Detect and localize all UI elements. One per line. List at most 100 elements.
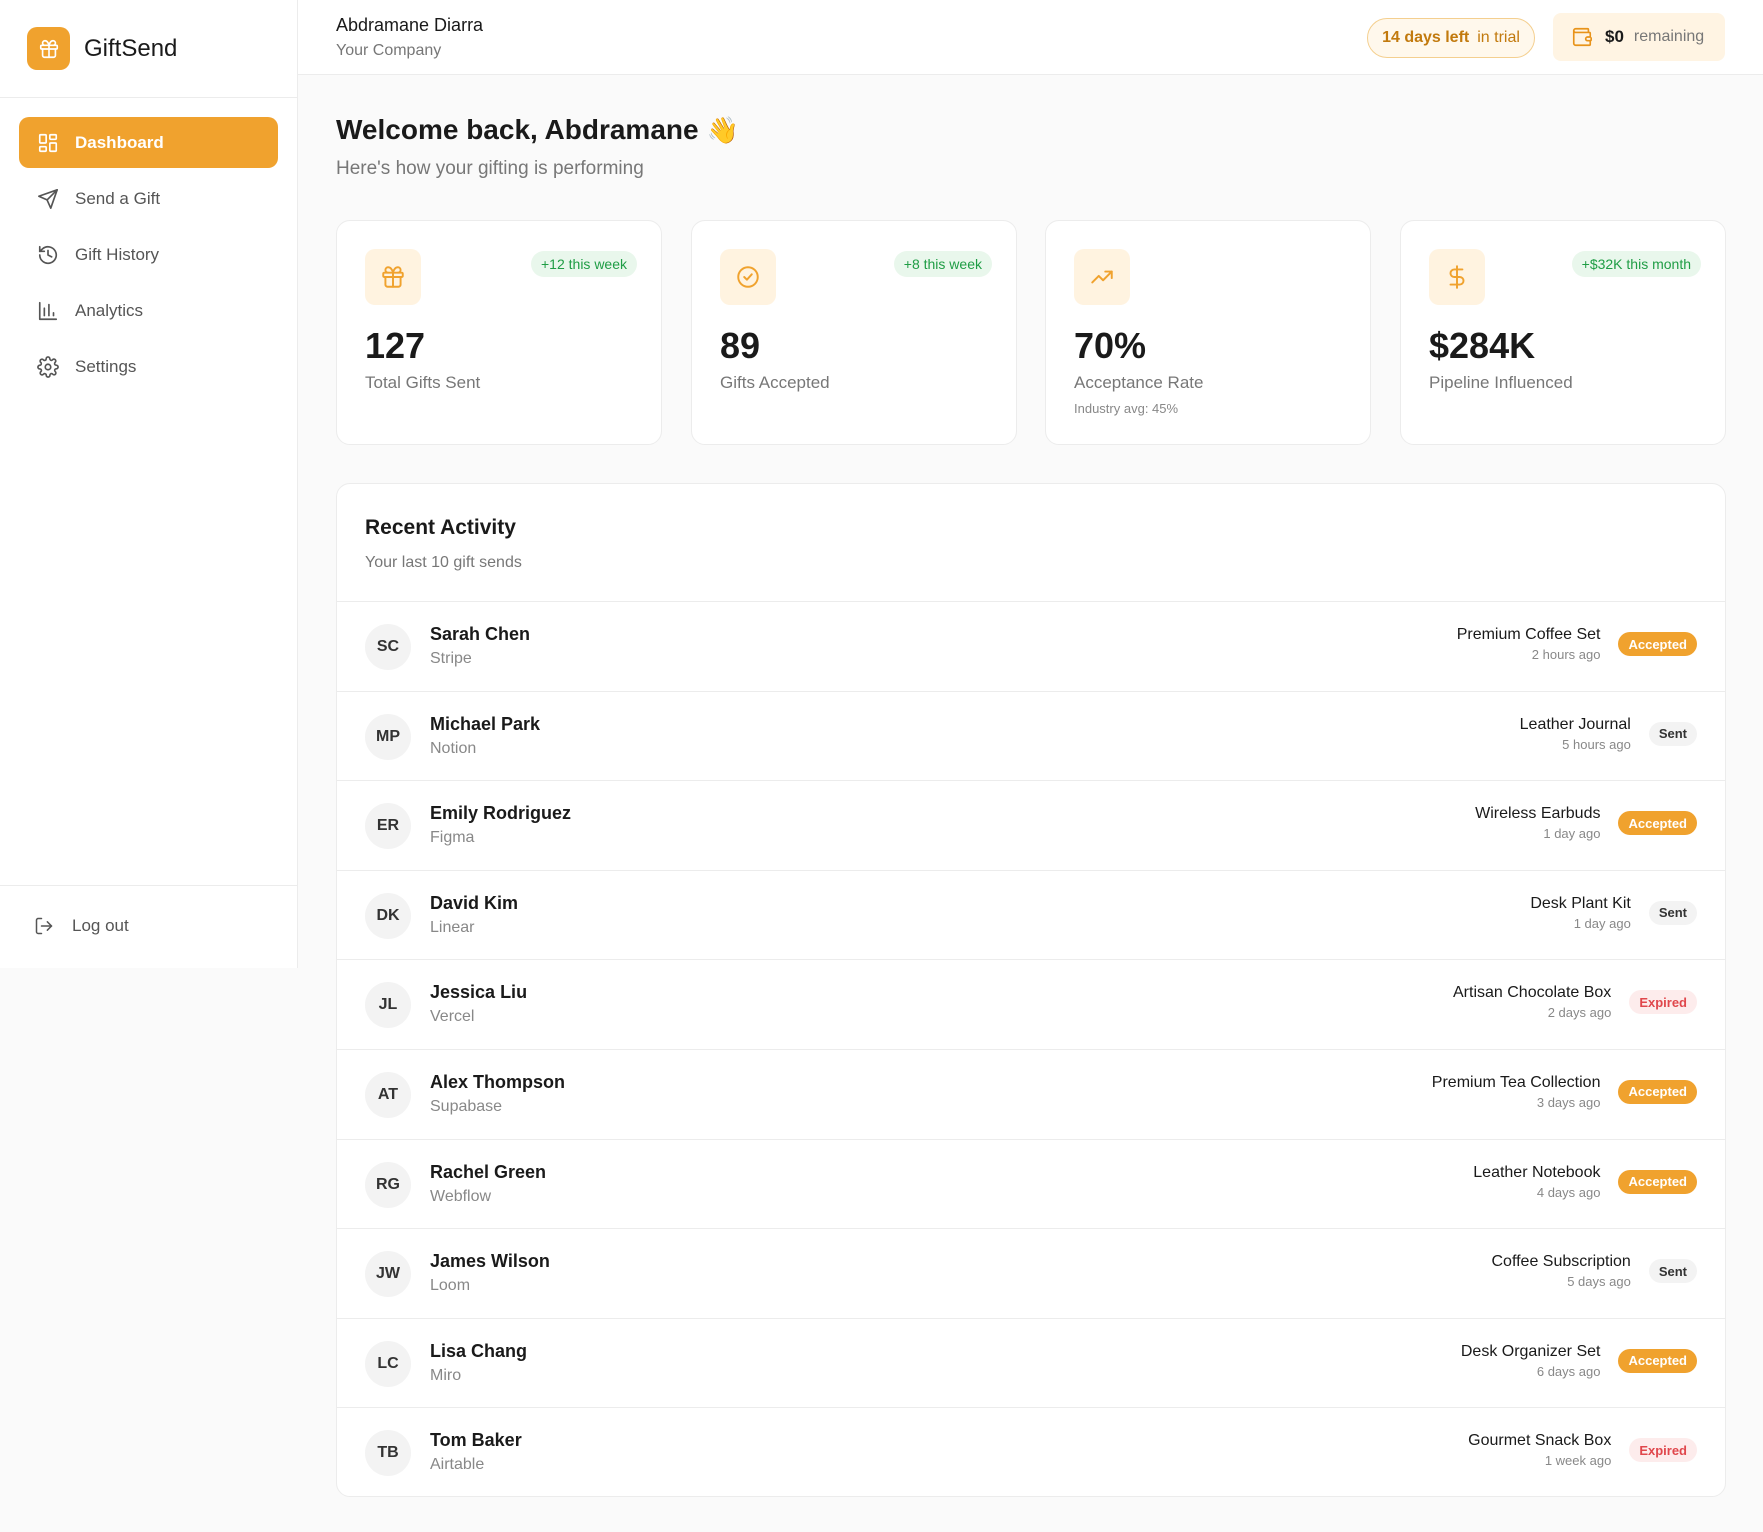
gift-text: Artisan Chocolate Box 2 days ago [1453,984,1611,1020]
contact-name: Michael Park [430,714,540,735]
logout-label: Log out [72,916,129,936]
trial-badge[interactable]: 14 days left in trial [1367,18,1535,58]
stat-label: Pipeline Influenced [1429,373,1573,393]
sidebar-item-gift-history[interactable]: Gift History [19,229,278,280]
waving-hand-icon: 👋 [707,115,739,145]
gift-info: Desk Plant Kit 1 day ago Sent [1530,895,1697,931]
sidebar-item-send-gift[interactable]: Send a Gift [19,173,278,224]
gift-name: Leather Journal [1520,716,1631,734]
sidebar-nav: Dashboard Send a Gift Gift History Analy… [0,98,297,392]
gift-info: Premium Coffee Set 2 hours ago Accepted [1457,626,1697,662]
dollar-icon [1429,249,1485,305]
activity-row[interactable]: LC Lisa Chang Miro Desk Organizer Set 6 days… [337,1319,1725,1409]
activity-row[interactable]: AT Alex Thompson Supabase Premium Tea Colle… [337,1050,1725,1140]
gift-icon [27,27,70,70]
gift-info: Premium Tea Collection 3 days ago Accepted [1432,1074,1697,1110]
gift-text: Premium Coffee Set 2 hours ago [1457,626,1601,662]
stat-label: Gifts Accepted [720,373,830,393]
trial-suffix: in trial [1477,29,1520,47]
status-badge: Sent [1649,722,1697,746]
activity-row[interactable]: TB Tom Baker Airtable Gourmet Snack Box 1 we… [337,1408,1725,1497]
status-badge: Sent [1649,901,1697,925]
gift-name: Desk Organizer Set [1461,1343,1601,1361]
contact-company: Figma [430,829,474,847]
stat-value: 70% [1074,325,1146,367]
top-bar: Abdramane Diarra Your Company 14 days le… [298,0,1763,75]
gift-time: 4 days ago [1473,1185,1600,1200]
avatar: TB [365,1430,411,1476]
gift-text: Gourmet Snack Box 1 week ago [1468,1432,1611,1468]
contact-name: Tom Baker [430,1430,522,1451]
welcome-title: Welcome back, Abdramane [336,114,699,145]
balance-badge[interactable]: $0 remaining [1553,13,1725,61]
contact-name: Lisa Chang [430,1341,527,1362]
gift-text: Leather Journal 5 hours ago [1520,716,1631,752]
gift-info: Leather Notebook 4 days ago Accepted [1473,1164,1697,1200]
status-badge: Expired [1629,1438,1697,1462]
page-subtitle: Here's how your gifting is performing [336,158,644,180]
contact-company: Supabase [430,1098,502,1116]
sidebar-item-settings[interactable]: Settings [19,341,278,392]
contact-company: Stripe [430,650,472,668]
contact-company: Loom [430,1277,470,1295]
contact-name: James Wilson [430,1251,550,1272]
recent-activity-subtitle: Your last 10 gift sends [365,554,1725,572]
sidebar-item-dashboard[interactable]: Dashboard [19,117,278,168]
stat-value: 89 [720,325,760,367]
activity-row[interactable]: ER Emily Rodriguez Figma Wireless Earbuds 1 … [337,781,1725,871]
check-circle-icon [720,249,776,305]
gift-name: Desk Plant Kit [1530,895,1630,913]
activity-row[interactable]: SC Sarah Chen Stripe Premium Coffee Set 2 ho… [337,602,1725,692]
gift-name: Premium Coffee Set [1457,626,1601,644]
avatar: MP [365,714,411,760]
gift-info: Gourmet Snack Box 1 week ago Expired [1468,1432,1697,1468]
gift-time: 5 hours ago [1520,737,1631,752]
sidebar-item-label: Gift History [75,245,159,265]
status-badge: Accepted [1618,811,1697,835]
sidebar-item-label: Send a Gift [75,189,160,209]
stat-label: Total Gifts Sent [365,373,480,393]
stat-value: 127 [365,325,425,367]
gift-time: 1 day ago [1530,916,1630,931]
gift-info: Leather Journal 5 hours ago Sent [1520,716,1697,752]
sidebar-item-label: Analytics [75,301,143,321]
gift-text: Leather Notebook 4 days ago [1473,1164,1600,1200]
gift-name: Wireless Earbuds [1475,805,1600,823]
sidebar-item-label: Dashboard [75,133,164,153]
contact-company: Airtable [430,1456,484,1474]
gift-text: Premium Tea Collection 3 days ago [1432,1074,1601,1110]
stat-card-pipeline: +$32K this month $284K Pipeline Influenc… [1400,220,1726,445]
brand[interactable]: GiftSend [0,0,297,98]
sidebar-item-label: Settings [75,357,136,377]
stat-card-gifts-accepted: +8 this week 89 Gifts Accepted [691,220,1017,445]
balance-amount: $0 [1605,27,1624,47]
gift-name: Coffee Subscription [1491,1253,1630,1271]
gift-time: 5 days ago [1491,1274,1630,1289]
activity-row[interactable]: MP Michael Park Notion Leather Journal 5 hou… [337,692,1725,782]
avatar: JW [365,1251,411,1297]
contact-name: Sarah Chen [430,624,530,645]
trial-days: 14 days left [1382,29,1469,47]
recent-activity-panel: Recent Activity Your last 10 gift sends … [336,483,1726,1497]
status-badge: Accepted [1618,1170,1697,1194]
stat-value: $284K [1429,325,1535,367]
logout-button[interactable]: Log out [0,885,297,936]
activity-row[interactable]: JW James Wilson Loom Coffee Subscription 5 d… [337,1229,1725,1319]
activity-row[interactable]: DK David Kim Linear Desk Plant Kit 1 day ago… [337,871,1725,961]
gift-text: Desk Organizer Set 6 days ago [1461,1343,1601,1379]
stat-trend-badge: +$32K this month [1572,251,1701,277]
gift-time: 2 hours ago [1457,647,1601,662]
recent-activity-header: Recent Activity Your last 10 gift sends [337,484,1725,602]
status-badge: Accepted [1618,1349,1697,1373]
gift-name: Premium Tea Collection [1432,1074,1601,1092]
avatar: JL [365,982,411,1028]
activity-row[interactable]: JL Jessica Liu Vercel Artisan Chocolate Box… [337,960,1725,1050]
stat-note: Industry avg: 45% [1074,401,1178,416]
stat-trend-badge: +12 this week [531,251,637,277]
history-icon [37,244,59,266]
activity-row[interactable]: RG Rachel Green Webflow Leather Notebook 4 d… [337,1140,1725,1230]
contact-name: Jessica Liu [430,982,527,1003]
sidebar-item-analytics[interactable]: Analytics [19,285,278,336]
send-icon [37,188,59,210]
gift-text: Desk Plant Kit 1 day ago [1530,895,1630,931]
